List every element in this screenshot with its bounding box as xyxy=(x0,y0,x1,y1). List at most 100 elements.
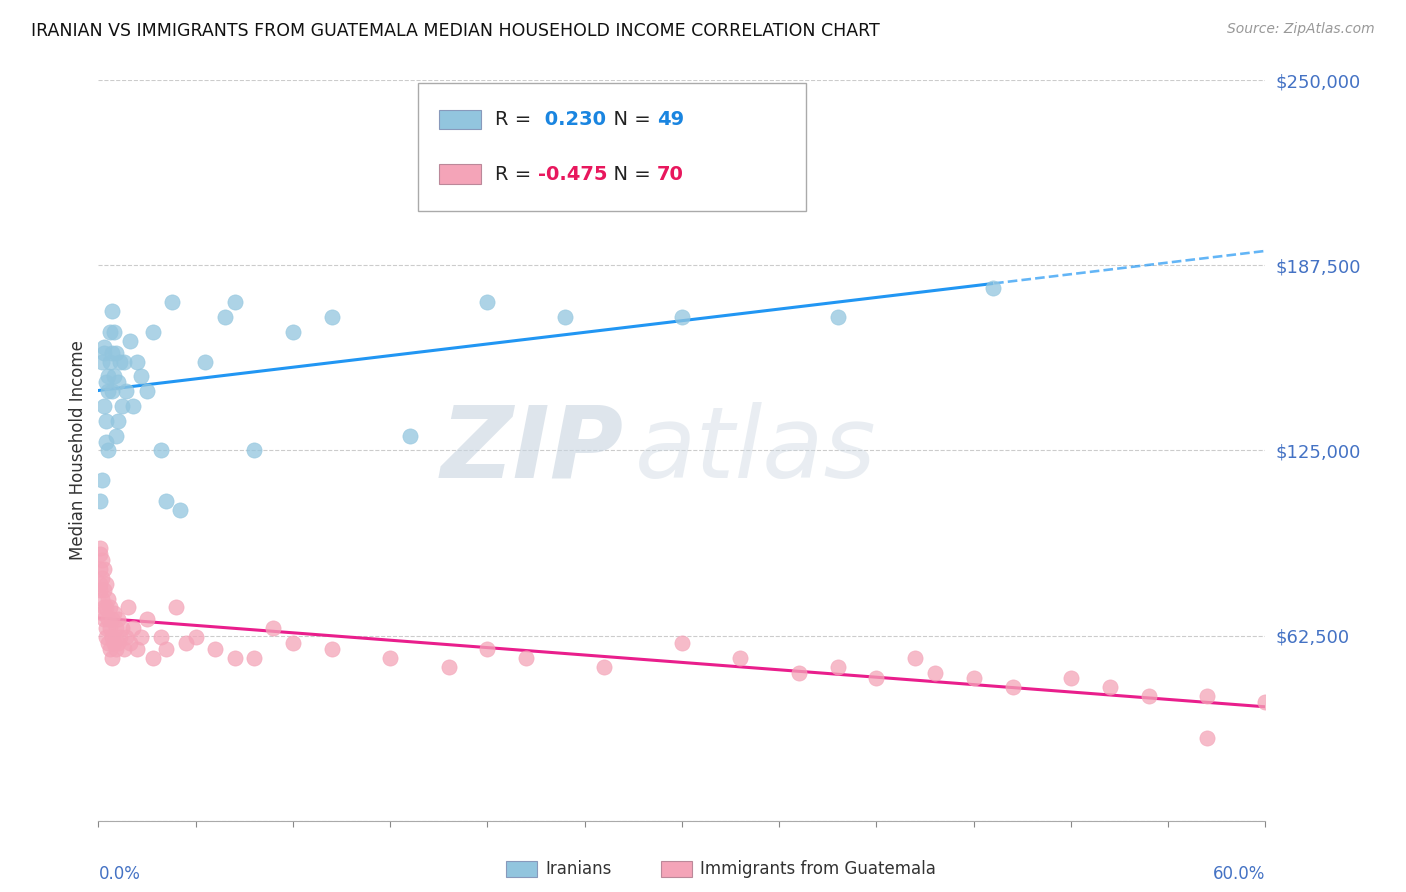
Text: Iranians: Iranians xyxy=(546,860,612,878)
Point xyxy=(93,399,115,413)
Point xyxy=(477,295,499,310)
Point xyxy=(515,650,537,665)
Point xyxy=(97,636,120,650)
Point xyxy=(787,665,810,680)
Point xyxy=(93,340,115,354)
Point xyxy=(104,621,127,635)
Text: 49: 49 xyxy=(657,111,685,129)
Text: 0.230: 0.230 xyxy=(537,111,606,129)
Point xyxy=(262,621,284,635)
Point xyxy=(108,630,131,644)
Point xyxy=(96,630,118,644)
Point xyxy=(321,310,343,325)
Point xyxy=(136,384,159,399)
Point xyxy=(103,369,125,384)
Point xyxy=(380,650,402,665)
Point xyxy=(184,630,207,644)
Point xyxy=(214,310,236,325)
Point xyxy=(129,630,152,644)
Point xyxy=(91,473,114,487)
Point xyxy=(224,650,246,665)
Point xyxy=(142,325,165,339)
Point xyxy=(924,665,946,680)
Point xyxy=(155,641,177,656)
Point xyxy=(169,502,191,516)
Text: 0.0%: 0.0% xyxy=(98,865,141,883)
Point xyxy=(1254,695,1277,709)
Point xyxy=(1195,731,1218,745)
Point xyxy=(101,612,124,626)
Point xyxy=(89,547,111,561)
Point xyxy=(204,641,226,656)
Point xyxy=(96,621,118,635)
Point xyxy=(155,493,177,508)
Point xyxy=(112,354,135,368)
Text: N =: N = xyxy=(600,165,657,184)
Point xyxy=(96,600,118,615)
Text: atlas: atlas xyxy=(636,402,877,499)
Point xyxy=(104,428,127,442)
Point xyxy=(865,672,887,686)
Point xyxy=(437,659,460,673)
Point xyxy=(97,369,120,384)
Point xyxy=(97,612,120,626)
Point xyxy=(98,325,121,339)
Point xyxy=(107,612,129,626)
Point xyxy=(96,376,118,390)
Text: N =: N = xyxy=(600,111,657,129)
Point xyxy=(93,562,115,576)
Point xyxy=(98,621,121,635)
Text: 60.0%: 60.0% xyxy=(1213,865,1265,883)
Point xyxy=(93,600,115,615)
Point xyxy=(91,591,114,606)
Point xyxy=(165,600,187,615)
Point xyxy=(224,295,246,310)
Point xyxy=(243,650,266,665)
Point xyxy=(174,636,197,650)
Text: Immigrants from Guatemala: Immigrants from Guatemala xyxy=(700,860,936,878)
Point xyxy=(127,354,149,368)
Point xyxy=(554,310,576,325)
Text: R =: R = xyxy=(495,165,538,184)
Point xyxy=(97,443,120,458)
Point xyxy=(127,641,149,656)
Text: Source: ZipAtlas.com: Source: ZipAtlas.com xyxy=(1227,22,1375,37)
Point xyxy=(98,641,121,656)
Point xyxy=(101,345,124,359)
Point xyxy=(112,641,135,656)
Point xyxy=(730,650,752,665)
Point xyxy=(981,280,1004,294)
Point xyxy=(98,600,121,615)
Text: ZIP: ZIP xyxy=(440,402,624,499)
Point xyxy=(91,571,114,585)
Point xyxy=(1001,681,1024,695)
Point xyxy=(91,553,114,567)
Point xyxy=(96,576,118,591)
Point xyxy=(114,630,136,644)
Point xyxy=(111,621,134,635)
Point xyxy=(89,562,111,576)
Point xyxy=(398,428,420,442)
Point xyxy=(98,354,121,368)
Point xyxy=(103,325,125,339)
Point xyxy=(93,612,115,626)
Point xyxy=(96,414,118,428)
Point xyxy=(122,399,145,413)
Point xyxy=(107,636,129,650)
Point xyxy=(1137,690,1160,704)
Point xyxy=(671,636,693,650)
Point xyxy=(149,630,172,644)
Point xyxy=(111,399,134,413)
Point xyxy=(136,612,159,626)
Point xyxy=(107,414,129,428)
Point xyxy=(103,607,125,621)
Point xyxy=(281,636,304,650)
Point xyxy=(93,582,115,597)
Point xyxy=(122,621,145,635)
Point xyxy=(101,304,124,318)
Point xyxy=(91,354,114,368)
Text: IRANIAN VS IMMIGRANTS FROM GUATEMALA MEDIAN HOUSEHOLD INCOME CORRELATION CHART: IRANIAN VS IMMIGRANTS FROM GUATEMALA MED… xyxy=(31,22,880,40)
Point xyxy=(118,334,141,348)
Point xyxy=(101,650,124,665)
Point xyxy=(162,295,184,310)
